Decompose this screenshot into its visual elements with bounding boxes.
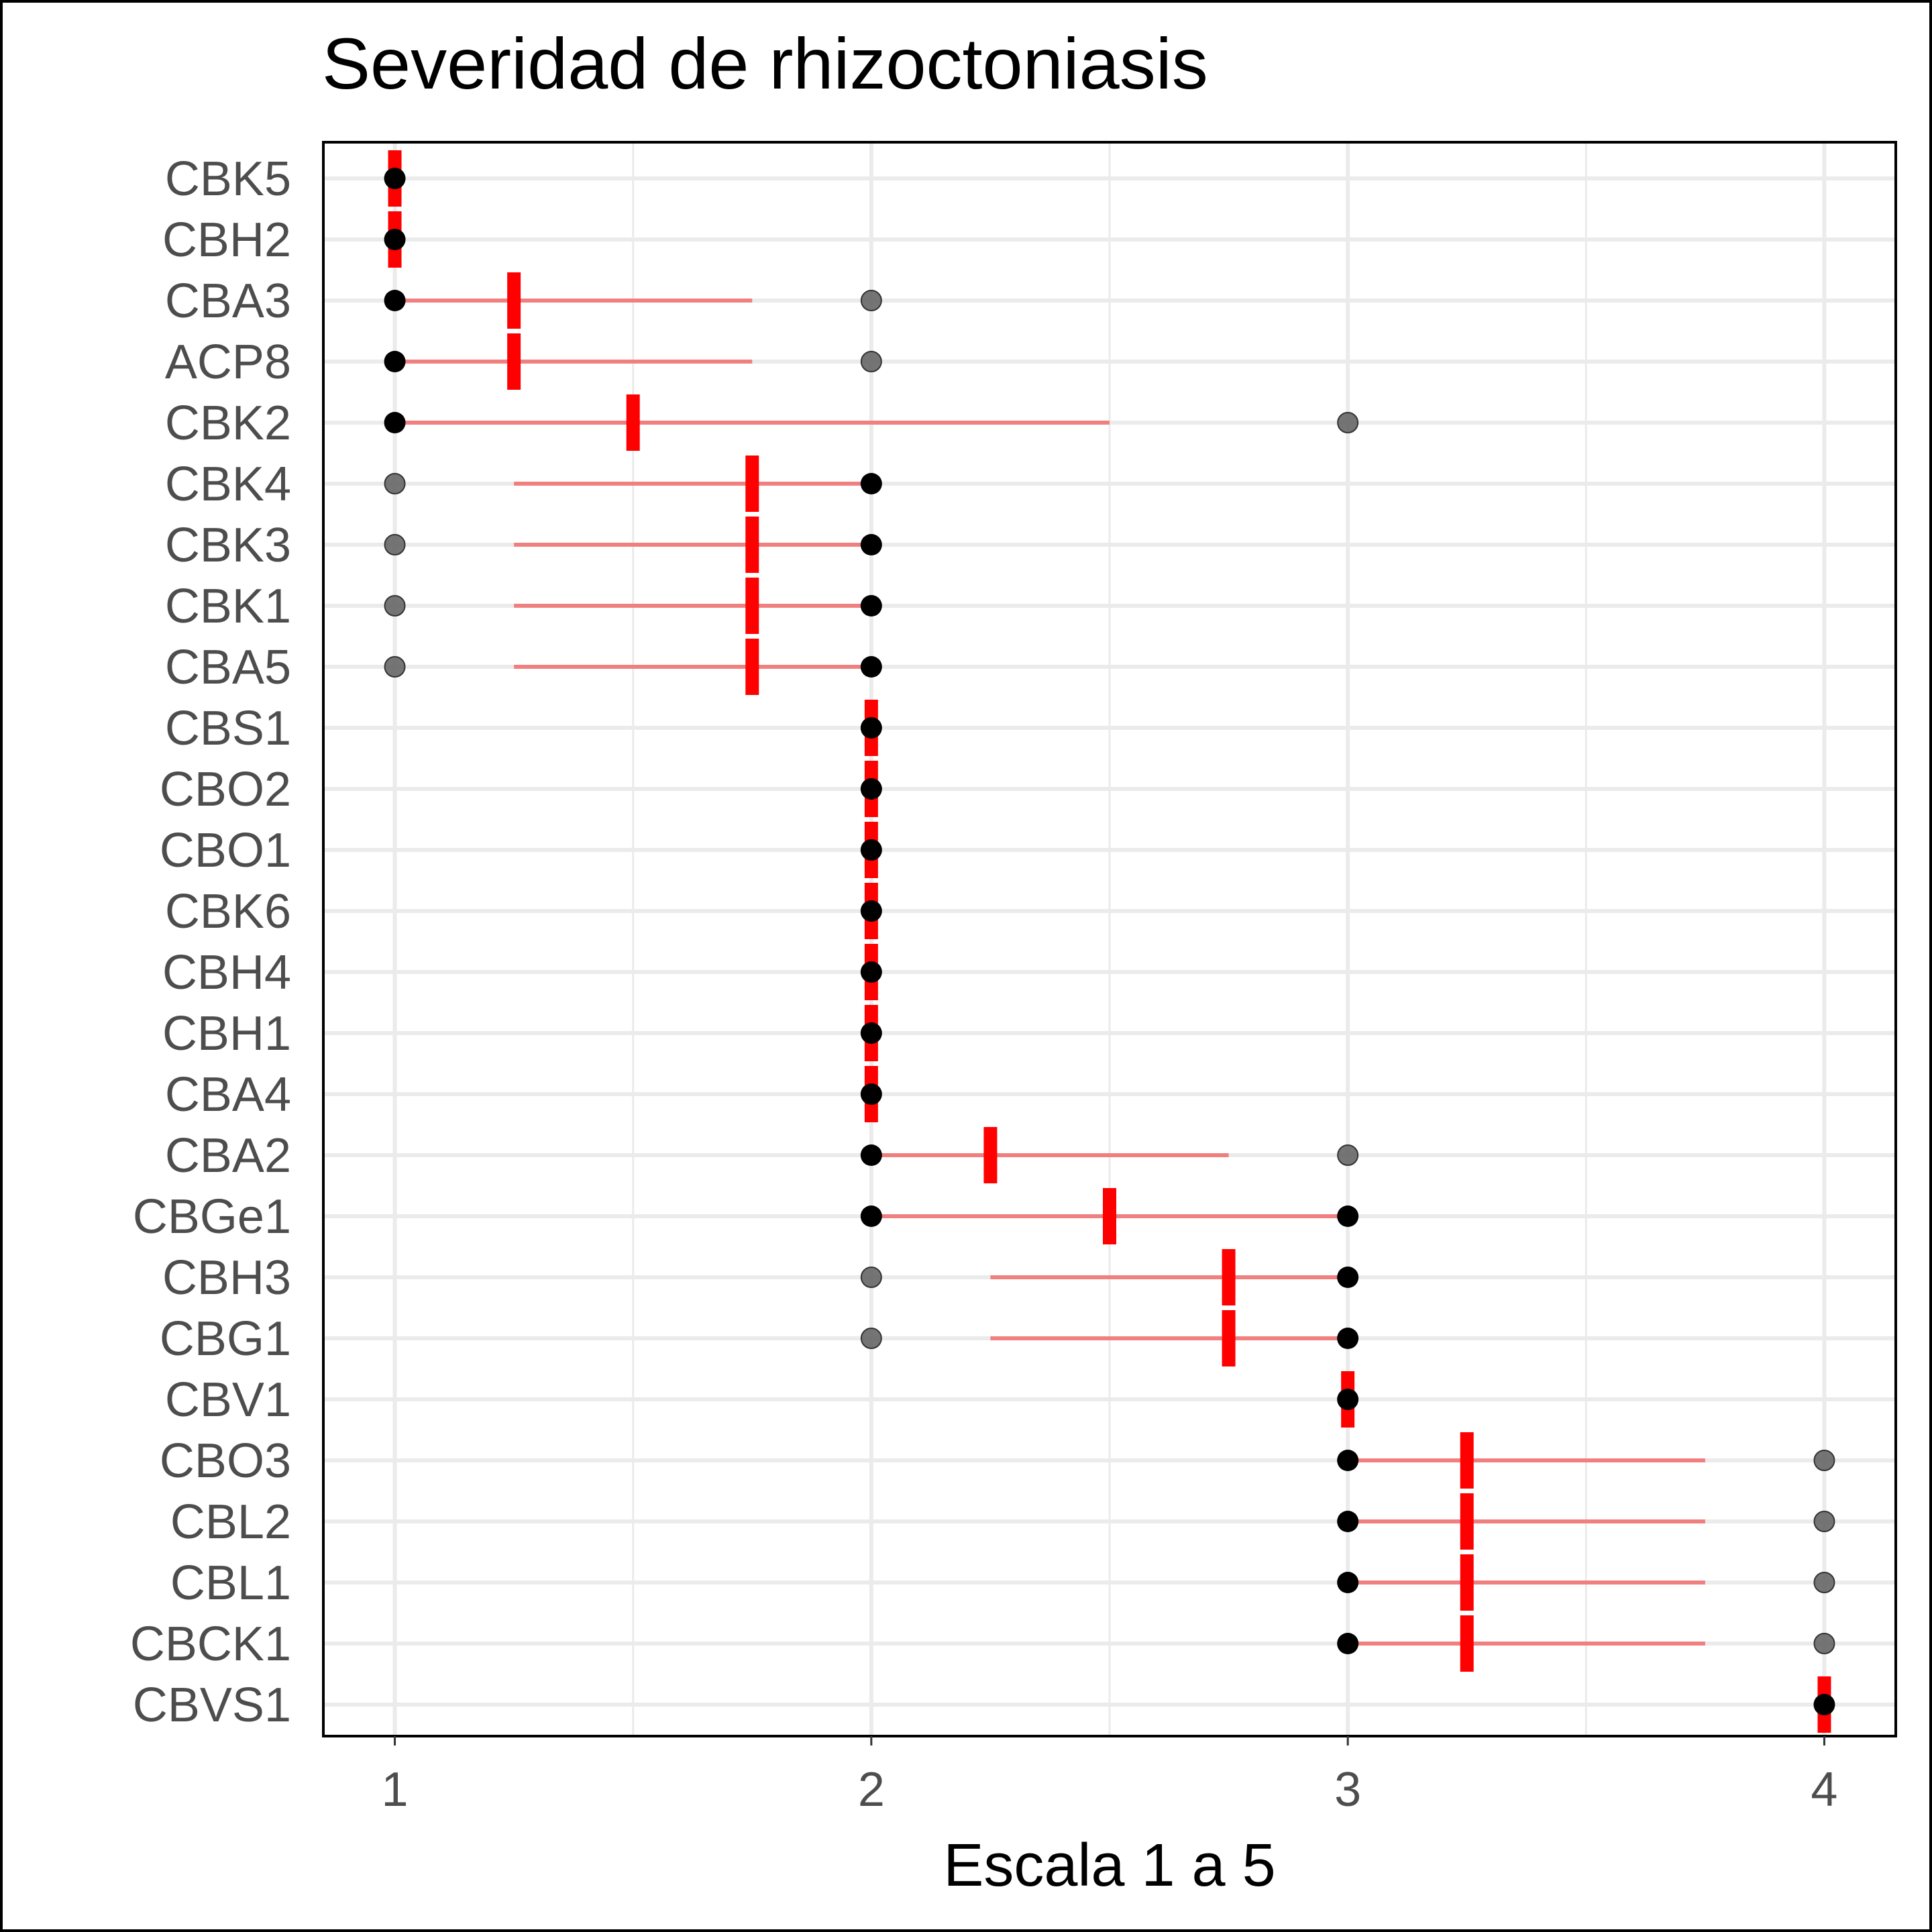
data-point-primary [384, 351, 406, 372]
mean-marker [507, 272, 521, 329]
mean-marker [745, 578, 759, 634]
mean-marker [983, 1127, 998, 1183]
y-axis-label: CBL2 [170, 1495, 291, 1549]
data-point-secondary [384, 656, 406, 678]
mean-marker [626, 394, 640, 451]
data-point-secondary [1337, 1144, 1359, 1166]
data-point-primary [860, 778, 882, 800]
y-axis-label: CBL1 [170, 1556, 291, 1610]
mean-marker [1222, 1310, 1236, 1366]
data-point-primary [1337, 1633, 1359, 1654]
data-point-primary [1337, 1450, 1359, 1471]
data-point-primary [1337, 1572, 1359, 1593]
y-axis-label: CBK5 [165, 152, 291, 206]
x-tick-label: 3 [1334, 1763, 1361, 1817]
data-point-secondary [1813, 1633, 1835, 1654]
y-axis-label: CBK2 [165, 396, 291, 450]
data-point-primary [860, 1205, 882, 1227]
y-axis-label: CBK4 [165, 458, 291, 511]
mean-marker [745, 517, 759, 573]
y-axis-label: CBH2 [162, 213, 291, 267]
mean-marker [1103, 1188, 1116, 1244]
data-point-secondary [1813, 1511, 1835, 1532]
x-axis-ticks: 1 2 3 4 [382, 1736, 1837, 1817]
x-tick-label: 1 [382, 1763, 409, 1817]
y-axis-label: ACP8 [165, 335, 291, 389]
mean-marker [1460, 1493, 1474, 1550]
data-point-primary [384, 290, 406, 311]
data-point-secondary [1813, 1572, 1835, 1593]
mean-marker [745, 639, 759, 695]
data-point-secondary [384, 595, 406, 616]
y-axis-label: CBV1 [165, 1373, 291, 1427]
y-axis-label: CBH1 [162, 1007, 291, 1061]
x-tick-label: 2 [858, 1763, 885, 1817]
x-tick-label: 4 [1811, 1763, 1837, 1817]
mean-marker [1460, 1432, 1474, 1489]
data-point-primary [860, 1144, 882, 1166]
x-axis-title: Escala 1 a 5 [943, 1832, 1275, 1899]
y-axis-label: CBA3 [165, 274, 291, 328]
mean-marker [745, 455, 759, 512]
y-axis-label: CBGe1 [133, 1190, 291, 1244]
data-point-secondary [1337, 412, 1359, 433]
data-point-primary [384, 168, 406, 189]
data-point-primary [860, 534, 882, 555]
data-point-primary [384, 229, 406, 250]
data-point-secondary [384, 473, 406, 494]
mean-marker [1460, 1615, 1474, 1672]
data-point-secondary [860, 1328, 882, 1349]
y-axis-label: CBA2 [165, 1129, 291, 1183]
data-point-primary [860, 900, 882, 922]
y-axis-label: CBK6 [165, 885, 291, 938]
y-axis-label: CBO1 [160, 824, 291, 877]
data-point-primary [860, 717, 882, 739]
mean-marker [507, 333, 521, 390]
data-point-primary [860, 1083, 882, 1105]
mean-markers [388, 150, 1831, 1733]
y-axis-label: CBG1 [160, 1312, 291, 1366]
y-axis-labels: CBK5 CBH2 CBA3 ACP8 CBK2 CBK4 CBK3 CBK1 CBA5 CBS1… [130, 152, 291, 1732]
data-point-primary [860, 1022, 882, 1044]
data-point-secondary [384, 534, 406, 555]
chart-title: Severidad de rhizoctoniasis [322, 23, 1208, 104]
data-point-primary [860, 839, 882, 861]
y-axis-label: CBO2 [160, 763, 291, 816]
y-axis-label: CBA4 [165, 1068, 291, 1122]
data-point-primary [860, 473, 882, 494]
y-axis-label: CBK3 [165, 519, 291, 572]
y-axis-label: CBO3 [160, 1434, 291, 1488]
panel-border [322, 141, 1897, 1737]
y-axis-label: CBVS1 [133, 1678, 291, 1732]
data-point-primary [860, 961, 882, 983]
y-axis-label: CBH3 [162, 1251, 291, 1305]
mean-marker [1460, 1554, 1474, 1611]
data-point-primary [384, 412, 406, 433]
data-point-primary [1337, 1389, 1359, 1410]
data-point-primary [1337, 1205, 1359, 1227]
data-point-primary [860, 595, 882, 616]
y-axis-label: CBCK1 [130, 1617, 291, 1671]
data-points [384, 168, 1835, 1715]
data-point-secondary [860, 1267, 882, 1288]
data-point-primary [1337, 1511, 1359, 1532]
data-point-secondary [860, 290, 882, 311]
data-point-primary [1813, 1694, 1835, 1715]
y-axis-label: CBA5 [165, 641, 291, 694]
data-point-secondary [1813, 1450, 1835, 1471]
data-point-primary [1337, 1267, 1359, 1288]
data-point-primary [1337, 1328, 1359, 1349]
data-point-secondary [860, 351, 882, 372]
y-axis-label: CBS1 [165, 702, 291, 755]
mean-marker [1222, 1249, 1236, 1305]
y-axis-label: CBH4 [162, 946, 291, 1000]
y-axis-label: CBK1 [165, 580, 291, 633]
data-point-primary [860, 656, 882, 678]
